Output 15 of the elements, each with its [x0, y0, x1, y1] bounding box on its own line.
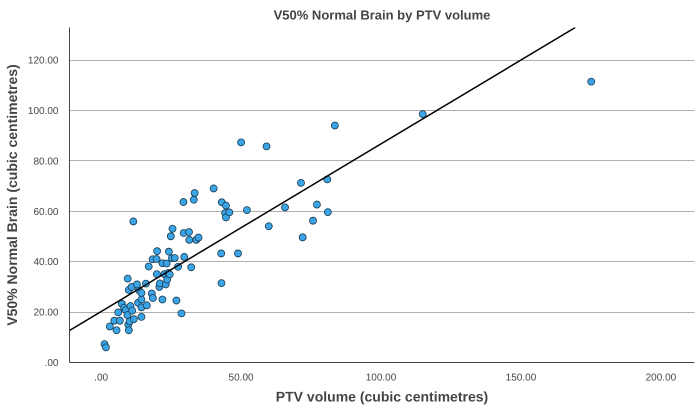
- x-axis-title: PTV volume (cubic centimetres): [276, 388, 488, 404]
- y-tick-label: 100.00: [28, 106, 59, 118]
- x-tick-label: 50.00: [228, 372, 254, 384]
- x-tick-label: 200.00: [646, 372, 677, 384]
- y-tick-label: 40.00: [33, 257, 59, 268]
- y-tick-label: 80.00: [33, 156, 59, 168]
- y-tick-label: 120.00: [28, 56, 59, 67]
- y-tick-label: 60.00: [33, 206, 59, 218]
- y-tick-label: 20.00: [33, 308, 59, 319]
- x-tick-label: .00: [94, 372, 109, 384]
- x-tick-label: 150.00: [506, 372, 537, 384]
- y-axis-title: V50% Normal Brain (cubic centimetres): [4, 64, 20, 326]
- x-tick-label: 100.00: [366, 372, 397, 384]
- chart-title: V50% Normal Brain by PTV volume: [274, 8, 490, 22]
- y-tick-label: .00: [44, 358, 59, 369]
